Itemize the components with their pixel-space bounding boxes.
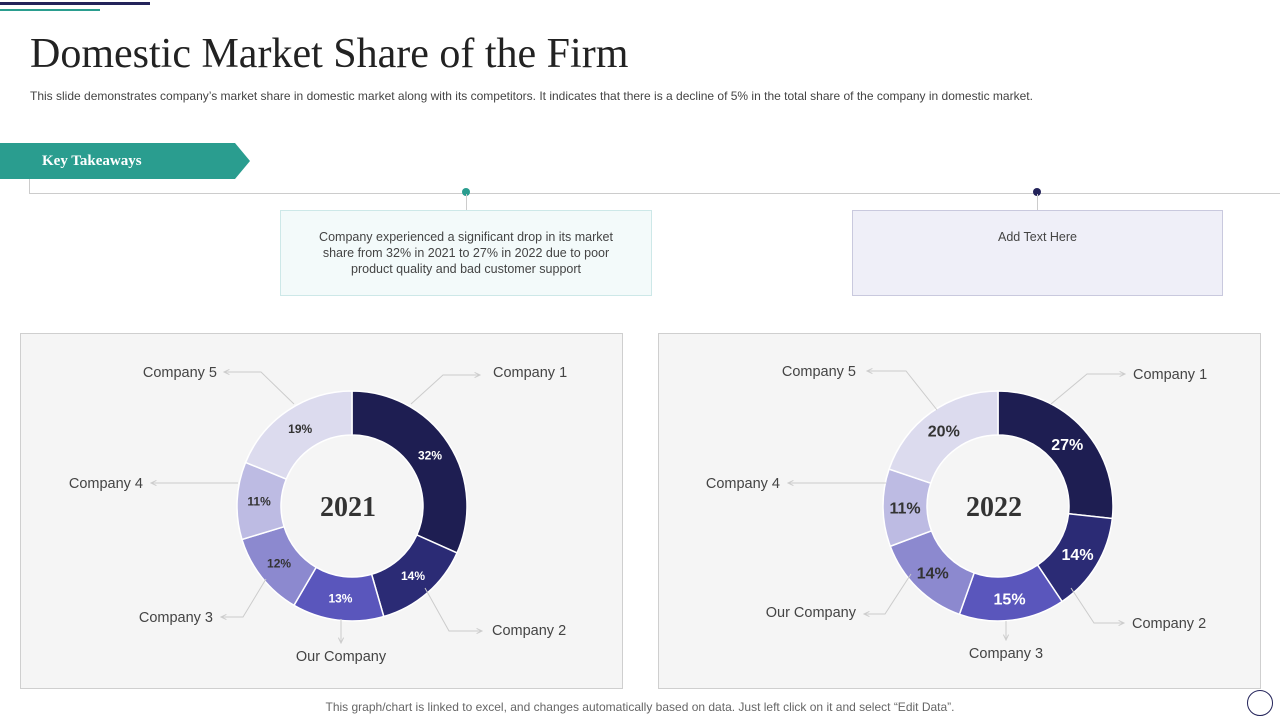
takeaway-box-1[interactable]: Company experienced a significant drop i…	[280, 210, 652, 296]
chart-panel-2022[interactable]: 27% 14% 15% 14% 11% 20% 2022 Company 1 Company 2…	[658, 333, 1261, 689]
connector-line	[29, 179, 30, 193]
leader-line	[864, 573, 912, 615]
timeline-line	[29, 193, 1280, 194]
category-label: Company 2	[492, 623, 566, 639]
leader-line	[1050, 373, 1125, 405]
slice-value-label: 19%	[288, 422, 312, 436]
leader-arrowhead	[476, 627, 484, 635]
slice-value-label: 15%	[994, 591, 1026, 608]
corner-circle-decoration	[1247, 690, 1273, 716]
category-label: Company 3	[139, 610, 213, 626]
category-label: Company 5	[143, 365, 217, 381]
leader-line	[221, 578, 267, 618]
timeline-dot-navy	[1033, 188, 1041, 196]
category-label: Company 5	[782, 364, 856, 380]
category-label: Our Company	[766, 605, 857, 621]
leader-arrowhead	[337, 637, 345, 645]
slice-value-label: 12%	[267, 557, 291, 571]
timeline-dot-teal	[462, 188, 470, 196]
leader-arrowhead	[149, 479, 157, 487]
key-takeaways-tag: Key Takeaways	[0, 143, 250, 179]
donut-slice-1[interactable]	[997, 390, 1114, 520]
leader-line	[1070, 587, 1124, 624]
donut-slice-1[interactable]	[351, 390, 468, 554]
leader-arrowhead	[1002, 634, 1010, 642]
leader-line	[424, 587, 482, 632]
donut-slice-6[interactable]	[888, 390, 999, 485]
donut-center-year: 2022	[966, 492, 1022, 523]
slice-value-label: 11%	[247, 495, 271, 509]
donut-chart-2021: 32% 14% 13% 12% 11% 19% 2021 Company 1 Company 2…	[69, 365, 567, 665]
takeaway-box-2[interactable]: Add Text Here	[852, 210, 1223, 296]
leader-arrowhead	[474, 371, 482, 379]
leader-line	[224, 371, 295, 405]
slice-value-label: 14%	[917, 565, 949, 582]
category-label: Company 2	[1132, 616, 1206, 632]
corner-accent-bar-secondary	[0, 9, 100, 11]
slice-value-label: 14%	[401, 569, 425, 583]
key-takeaways-label: Key Takeaways	[42, 153, 142, 169]
chart-panel-2021[interactable]: 32% 14% 13% 12% 11% 19% 2021 Company 1 Company 2…	[20, 333, 623, 689]
slice-value-label: 27%	[1051, 437, 1083, 454]
category-label: Company 1	[1133, 367, 1207, 383]
page-title: Domestic Market Share of the Firm	[30, 31, 629, 77]
slice-value-label: 14%	[1062, 547, 1094, 564]
category-label: Company 4	[69, 476, 143, 492]
leader-arrowhead	[1119, 370, 1127, 378]
slice-value-label: 32%	[418, 448, 442, 462]
leader-arrowhead	[865, 367, 873, 375]
category-label: Our Company	[296, 649, 387, 665]
donut-center-year: 2021	[320, 492, 376, 523]
connector-drop	[1037, 194, 1038, 210]
leader-line	[867, 370, 938, 411]
leader-arrowhead	[786, 479, 794, 487]
slice-value-label: 20%	[928, 423, 960, 440]
donut-slice-6[interactable]	[244, 390, 353, 481]
category-label: Company 1	[493, 365, 567, 381]
slice-value-label: 11%	[889, 500, 920, 517]
category-label: Company 4	[706, 476, 780, 492]
leader-arrowhead	[219, 613, 227, 621]
category-label: Company 3	[969, 646, 1043, 662]
leader-arrowhead	[222, 368, 230, 376]
donut-chart-2022: 27% 14% 15% 14% 11% 20% 2022 Company 1 Company 2…	[706, 364, 1207, 662]
leader-arrowhead	[862, 610, 870, 618]
leader-arrowhead	[1118, 619, 1126, 627]
corner-accent-bar	[0, 2, 150, 5]
connector-drop	[466, 194, 467, 210]
leader-line	[410, 374, 480, 405]
page-subtitle: This slide demonstrates company’s market…	[30, 89, 1033, 103]
slice-value-label: 13%	[328, 591, 352, 605]
footer-note: This graph/chart is linked to excel, and…	[325, 700, 955, 714]
